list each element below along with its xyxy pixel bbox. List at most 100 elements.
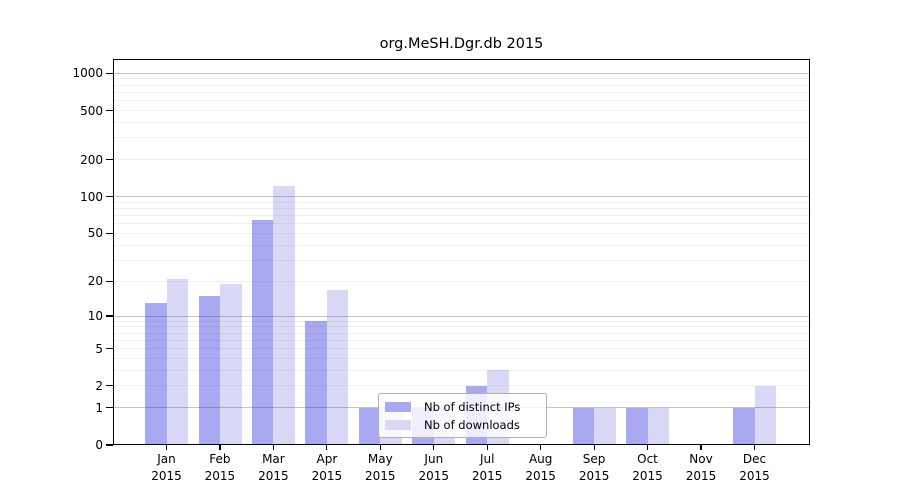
x-axis-tick [272, 445, 275, 450]
y-axis-tick [106, 315, 113, 317]
y-axis-tick [106, 109, 113, 112]
month-label: Nov [689, 452, 713, 466]
major-gridline [113, 315, 810, 317]
minor-gridline [113, 320, 810, 322]
y-tick-label: 200 [80, 152, 103, 167]
y-axis-tick [106, 72, 113, 74]
bar-apr-downloads [326, 289, 349, 445]
minor-gridline [113, 280, 810, 282]
x-tick-label-jul: Jul 2015 [455, 451, 519, 484]
minor-gridline [113, 91, 810, 93]
bar-dec-distinct-ips [733, 407, 755, 445]
legend-label-distinct-ips: Nb of distinct IPs [424, 399, 521, 414]
minor-gridline [113, 339, 810, 341]
legend: Nb of distinct IPs Nb of downloads [378, 393, 547, 438]
bar-oct-downloads [647, 407, 669, 445]
bar-dec-downloads [754, 385, 776, 445]
x-axis-tick [219, 445, 221, 450]
legend-item-distinct-ips: Nb of distinct IPs [385, 399, 539, 414]
year-label: 2015 [739, 468, 770, 483]
x-tick-label-dec: Dec 2015 [723, 451, 787, 484]
y-tick-label: 500 [80, 103, 103, 118]
y-tick-label: 0 [95, 438, 103, 452]
minor-gridline [113, 201, 810, 203]
year-label: 2015 [685, 468, 717, 483]
month-label: Oct [637, 452, 658, 466]
y-tick-label: 5 [95, 341, 103, 356]
minor-gridline [113, 326, 810, 328]
legend-swatch-distinct-ips-icon [385, 401, 411, 412]
bar-feb-downloads [220, 283, 242, 445]
x-axis-tick [593, 445, 595, 450]
y-tick-label: 2 [95, 378, 103, 393]
x-tick-label-mar: Mar 2015 [241, 451, 305, 484]
minor-gridline [113, 78, 810, 80]
y-axis-tick [106, 232, 113, 235]
month-label: Sep [582, 452, 606, 466]
bar-oct-distinct-ips [626, 407, 648, 445]
y-tick-label: 1000 [72, 66, 103, 81]
y-axis-tick [106, 407, 113, 409]
y-axis-tick [106, 159, 113, 161]
y-axis-tick [106, 444, 113, 446]
y-tick-label: 20 [87, 274, 103, 289]
year-label: 2015 [311, 468, 343, 483]
y-axis-tick [106, 280, 113, 282]
x-tick-label-jan: Jan 2015 [135, 451, 199, 484]
x-axis-tick [326, 445, 328, 450]
y-tick-label: 10 [87, 309, 103, 323]
y-tick-label: 1 [95, 400, 103, 415]
minor-gridline [113, 122, 810, 123]
month-label: Feb [209, 452, 231, 466]
bar-jan-downloads [166, 278, 188, 445]
month-label: Apr [316, 452, 338, 466]
bar-mar-distinct-ips [251, 220, 274, 445]
legend-label-downloads: Nb of downloads [424, 417, 520, 432]
minor-gridline [113, 223, 810, 225]
x-axis-tick [700, 445, 702, 450]
y-axis-tick [106, 347, 113, 350]
bar-may-distinct-ips [358, 407, 381, 445]
bar-apr-distinct-ips [305, 321, 327, 445]
x-axis-tick [753, 445, 756, 450]
year-label: 2015 [578, 468, 610, 483]
year-label: 2015 [632, 468, 663, 483]
x-tick-label-sep: Sep 2015 [562, 451, 626, 484]
month-label: Jul [479, 452, 495, 466]
x-axis-tick [540, 445, 542, 450]
bar-mar-downloads [273, 185, 295, 445]
bar-sep-downloads [594, 407, 616, 445]
chart-title: org.MeSH.Dgr.db 2015 [379, 36, 544, 52]
minor-gridline [113, 385, 810, 387]
major-gridline [113, 72, 810, 74]
minor-gridline [113, 332, 810, 334]
y-tick-label: 100 [80, 189, 103, 204]
minor-gridline [113, 84, 810, 86]
bar-jan-distinct-ips [145, 303, 167, 445]
x-axis-tick [486, 445, 488, 450]
x-tick-label-apr: Apr 2015 [295, 451, 359, 484]
x-tick-label-jun: Jun 2015 [402, 451, 466, 484]
x-axis-tick [646, 445, 649, 450]
month-label: Dec [742, 452, 767, 466]
minor-gridline [113, 348, 810, 350]
month-label: Mar [262, 452, 285, 466]
x-tick-label-aug: Aug 2015 [509, 451, 573, 484]
minor-gridline [113, 244, 810, 246]
minor-gridline [113, 259, 810, 261]
x-axis-tick [379, 445, 381, 450]
year-label: 2015 [471, 468, 503, 483]
minor-gridline [113, 369, 810, 371]
x-tick-label-feb: Feb 2015 [188, 451, 252, 484]
year-label: 2015 [365, 468, 396, 483]
minor-gridline [113, 137, 810, 139]
month-label: May [367, 452, 393, 466]
bar-sep-distinct-ips [572, 407, 595, 445]
y-tick-label: 50 [87, 226, 103, 241]
legend-item-downloads: Nb of downloads [385, 417, 539, 432]
year-label: 2015 [151, 468, 182, 483]
x-axis-tick [165, 445, 168, 450]
year-label: 2015 [204, 468, 236, 483]
plot-area [113, 59, 810, 445]
